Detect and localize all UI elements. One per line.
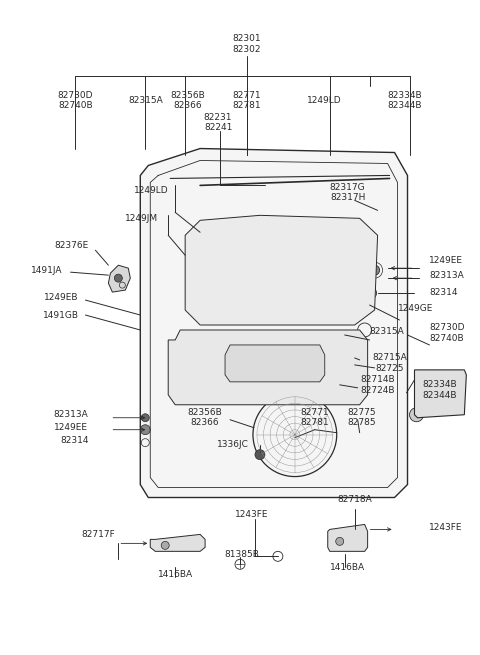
Circle shape [370, 265, 380, 275]
Text: 1249EE: 1249EE [54, 423, 88, 432]
Text: 82231
82241: 82231 82241 [204, 113, 232, 132]
Text: 82313A: 82313A [54, 410, 88, 419]
Text: 1243FE: 1243FE [235, 510, 269, 519]
Text: 1491GB: 1491GB [42, 310, 78, 320]
Text: 82730D
82740B: 82730D 82740B [58, 91, 93, 110]
Polygon shape [168, 330, 368, 405]
Text: 82718A: 82718A [337, 495, 372, 504]
Text: 82317G
82317H: 82317G 82317H [330, 183, 365, 202]
Text: 82775
82785: 82775 82785 [348, 408, 376, 428]
Text: 82314: 82314 [60, 436, 88, 445]
Polygon shape [108, 265, 130, 292]
Text: 82314: 82314 [430, 288, 458, 297]
Text: 82730D
82740B: 82730D 82740B [430, 324, 465, 343]
Text: 82334B
82344B: 82334B 82344B [422, 380, 457, 400]
Circle shape [114, 274, 122, 282]
Text: 82315A: 82315A [370, 328, 404, 337]
Text: 82717F: 82717F [82, 530, 115, 539]
Text: 82315A: 82315A [128, 96, 163, 105]
Text: 1249LD: 1249LD [308, 96, 342, 105]
Circle shape [140, 424, 150, 435]
Text: 1491JA: 1491JA [31, 266, 62, 274]
Polygon shape [225, 345, 325, 382]
Circle shape [141, 414, 149, 422]
Circle shape [161, 542, 169, 550]
Text: 82356B
82366: 82356B 82366 [188, 408, 222, 428]
Text: 1249GE: 1249GE [397, 303, 433, 312]
Circle shape [255, 449, 265, 460]
Text: 1249EE: 1249EE [430, 255, 464, 265]
Text: 1249LD: 1249LD [133, 186, 168, 195]
Text: 82301
82302: 82301 82302 [233, 34, 261, 54]
Text: 1416BA: 1416BA [157, 570, 193, 579]
Polygon shape [328, 525, 368, 552]
Circle shape [409, 408, 423, 422]
Text: 82771
82781: 82771 82781 [233, 91, 261, 110]
Polygon shape [140, 149, 408, 498]
Text: 82376E: 82376E [54, 241, 88, 250]
Text: 82714B
82724B: 82714B 82724B [360, 375, 395, 394]
Text: 82715A
82725: 82715A 82725 [372, 353, 407, 373]
Text: 1243FE: 1243FE [430, 523, 463, 532]
Text: 82356B
82366: 82356B 82366 [171, 91, 205, 110]
Text: 1416BA: 1416BA [330, 563, 365, 572]
Text: 81385B: 81385B [225, 550, 259, 559]
Circle shape [336, 537, 344, 546]
Text: 1249JM: 1249JM [125, 214, 158, 223]
Text: 82334B
82344B: 82334B 82344B [387, 91, 422, 110]
Polygon shape [415, 370, 467, 418]
Polygon shape [185, 215, 378, 325]
Text: 1249EB: 1249EB [44, 293, 78, 301]
Text: 1336JC: 1336JC [217, 440, 249, 449]
Text: 82771
82781: 82771 82781 [300, 408, 329, 428]
Polygon shape [150, 534, 205, 552]
Text: 82313A: 82313A [430, 271, 464, 280]
